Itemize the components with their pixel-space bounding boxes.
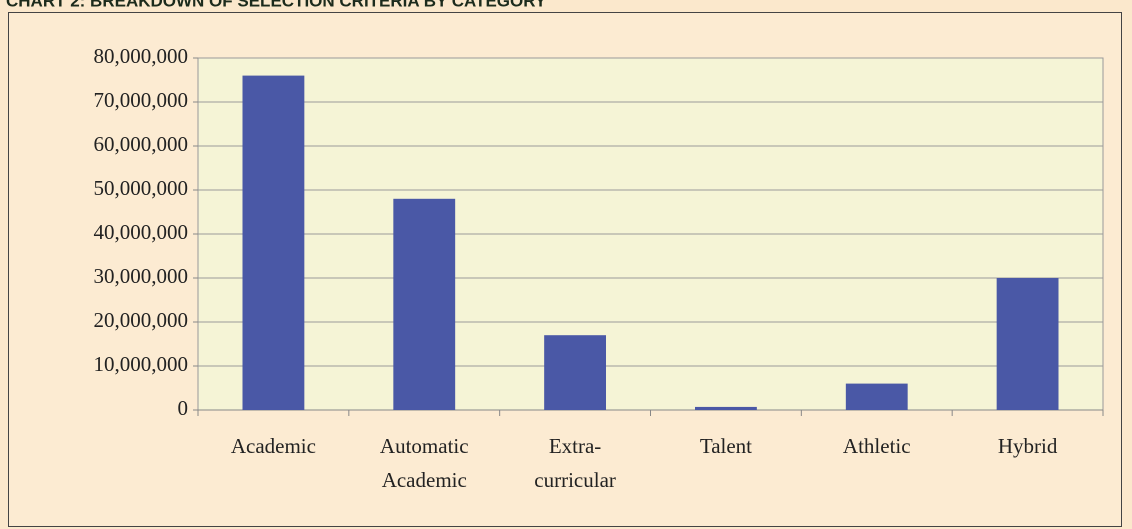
x-tick-label: Athletic [843,434,911,458]
y-tick-label: 80,000,000 [94,44,189,68]
bar [242,75,305,410]
y-tick-label: 60,000,000 [94,132,189,156]
x-tick-label: Automatic [380,434,469,458]
y-tick-label: 0 [178,396,189,420]
bar [694,406,757,410]
chart-title: CHART 2: BREAKDOWN OF SELECTION CRITERIA… [6,0,547,10]
x-tick-label: Hybrid [998,434,1058,458]
x-tick-label: Talent [700,434,752,458]
bar [393,198,456,410]
x-tick-label: Extra- [549,434,601,458]
bar [996,278,1059,410]
y-tick-label: 70,000,000 [94,88,189,112]
bar [544,335,607,410]
bar [845,383,908,410]
y-tick-label: 20,000,000 [94,308,189,332]
x-tick-label: Academic [382,468,467,492]
y-tick-label: 10,000,000 [94,352,189,376]
y-tick-label: 30,000,000 [94,264,189,288]
x-tick-label: Academic [231,434,316,458]
y-tick-label: 40,000,000 [94,220,189,244]
x-tick-label: curricular [534,468,616,492]
y-tick-label: 50,000,000 [94,176,189,200]
